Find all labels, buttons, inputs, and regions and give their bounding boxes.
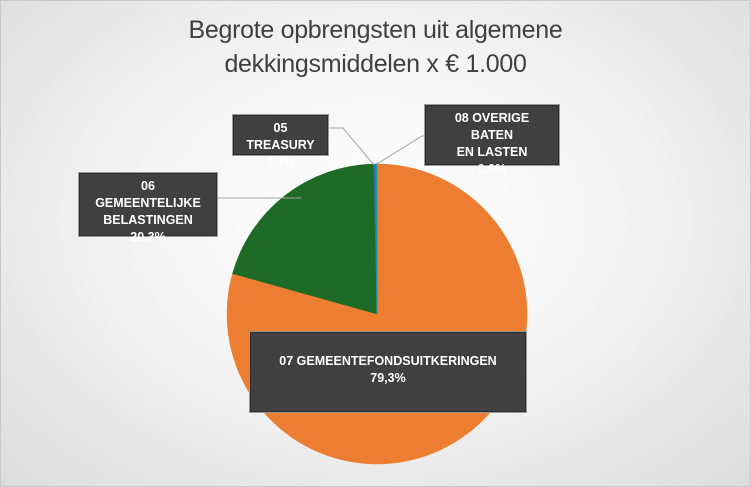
data-label-overige-pct: 0,0%: [477, 162, 507, 176]
data-label-gemeentefonds-pct: 79,3%: [370, 371, 406, 385]
data-label-belastingen-pct: 20,3%: [130, 230, 166, 244]
data-label-overige-name-2: EN LASTEN: [456, 145, 528, 159]
leader-line-overige: [376, 135, 431, 165]
pie-slice-belastingen: [232, 163, 378, 315]
chart-title-line-1: Begrote opbrengsten uit algemene: [188, 16, 563, 44]
data-label-treasury-pct: 0,3%: [266, 155, 295, 169]
data-label-overige-name-1: 08 OVERIGE BATEN: [454, 111, 530, 142]
data-label-belastingen: 06 GEMEENTELIJKE BELASTINGEN 20,3%: [79, 173, 217, 244]
chart-title: Begrote opbrengsten uit algemene dekking…: [1, 13, 750, 81]
data-label-gemeentefonds: 07 GEMEENTEFONDSUITKERINGEN 79,3%: [250, 332, 526, 412]
leader-line-treasury: [328, 127, 375, 166]
data-label-gemeentefonds-name: 07 GEMEENTEFONDSUITKERINGEN: [279, 354, 497, 368]
data-label-treasury: 05 TREASURY 0,3%: [233, 115, 328, 169]
data-label-belastingen-name-2: BELASTINGEN: [103, 213, 193, 227]
data-label-belastingen-name-1: 06 GEMEENTELIJKE: [95, 179, 201, 210]
data-label-treasury-name: 05 TREASURY: [246, 121, 315, 152]
data-label-overige: 08 OVERIGE BATEN EN LASTEN 0,0%: [425, 105, 559, 176]
chart-title-line-2: dekkingsmiddelen x € 1.000: [224, 50, 527, 78]
